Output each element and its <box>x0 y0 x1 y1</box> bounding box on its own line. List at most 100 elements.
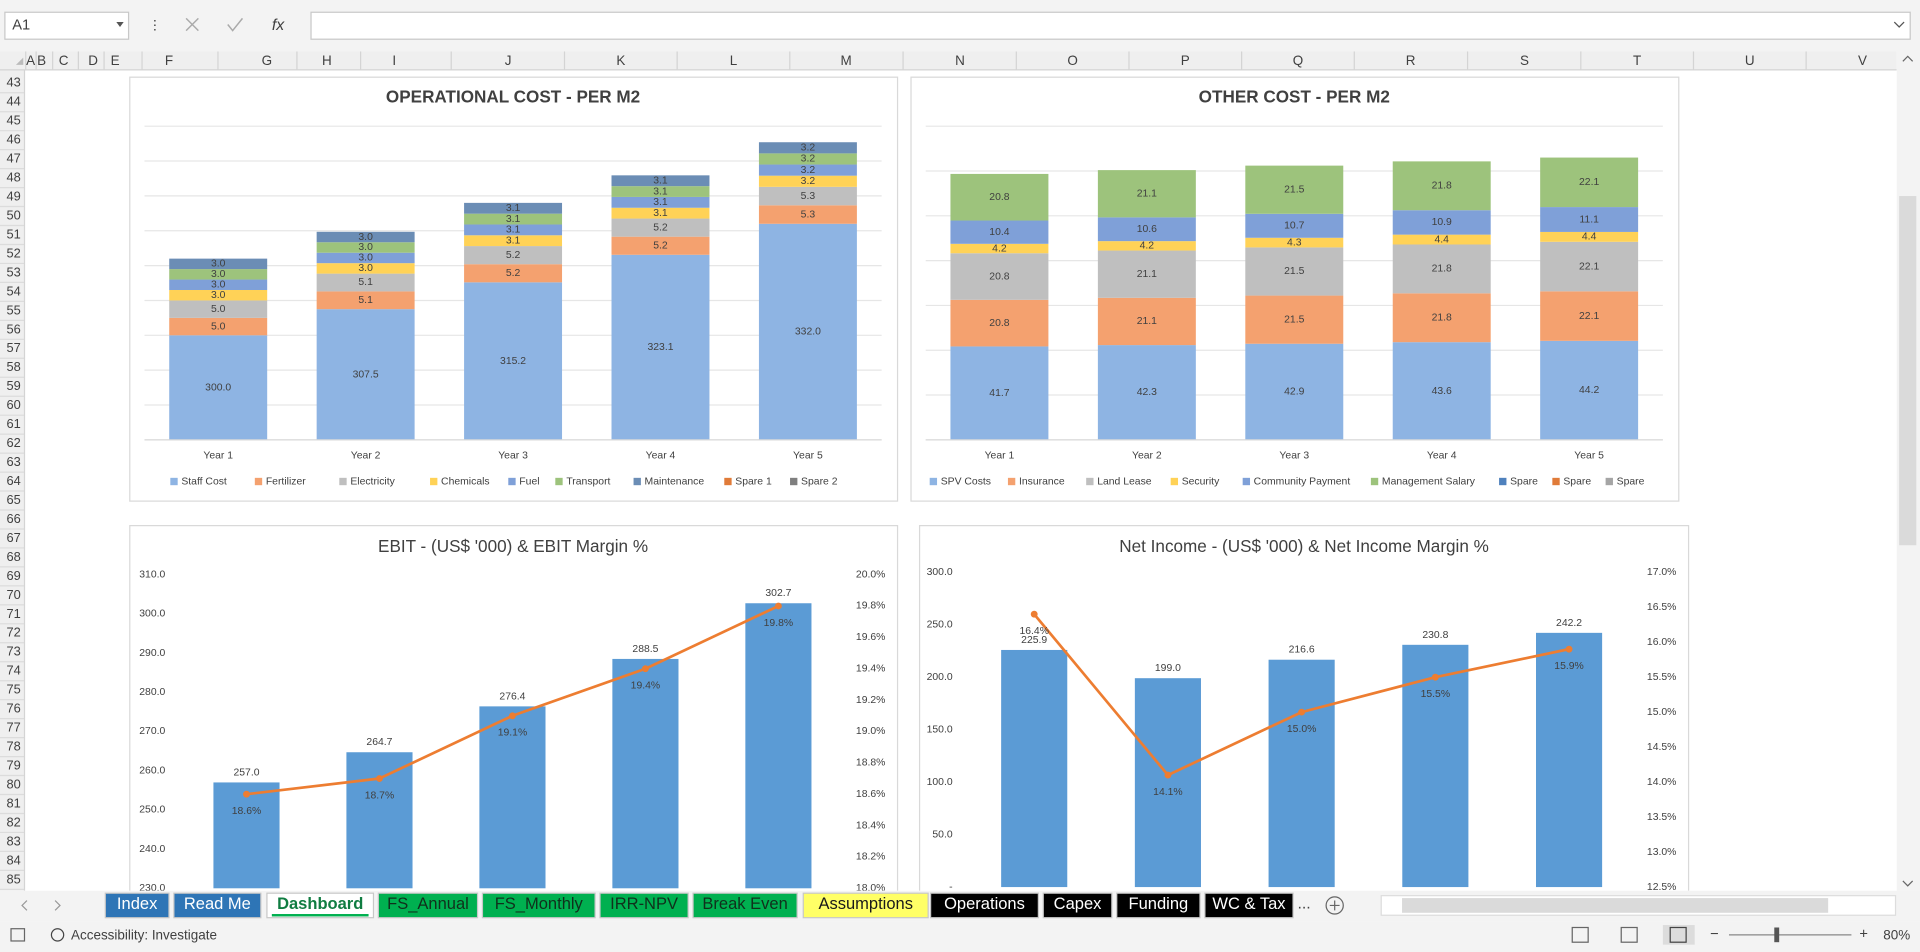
row-header[interactable]: 73 <box>7 644 21 659</box>
row-header[interactable]: 77 <box>7 720 21 735</box>
row-header[interactable]: 52 <box>7 245 21 260</box>
row-header[interactable]: 70 <box>7 587 21 602</box>
fx-button[interactable]: fx <box>272 17 285 34</box>
sheet-tab-label[interactable]: Dashboard <box>277 894 363 913</box>
column-header[interactable]: I <box>392 53 396 68</box>
sheet-tab[interactable] <box>377 892 479 919</box>
column-header[interactable]: J <box>505 53 512 68</box>
sheet-tab-label[interactable]: Index <box>117 894 158 913</box>
column-header[interactable]: N <box>955 53 965 68</box>
row-header[interactable]: 71 <box>7 606 21 621</box>
row-header[interactable]: 67 <box>7 530 21 545</box>
row-header[interactable]: 61 <box>7 416 21 431</box>
column-header[interactable]: C <box>59 53 69 68</box>
column-header[interactable]: A <box>26 53 35 68</box>
normal-view[interactable] <box>1571 926 1589 943</box>
row-header[interactable]: 68 <box>7 549 21 564</box>
column-header[interactable]: V <box>1858 53 1867 68</box>
row-header[interactable]: 51 <box>7 226 21 241</box>
row-header[interactable]: 85 <box>7 871 21 886</box>
sheet-tab-label[interactable]: Operations <box>944 894 1025 913</box>
row-header[interactable]: 46 <box>7 132 21 147</box>
sheet-tab-label[interactable]: Funding <box>1129 894 1189 913</box>
row-header[interactable]: 75 <box>7 682 21 697</box>
column-header[interactable]: Q <box>1293 53 1303 68</box>
row-header[interactable]: 64 <box>7 473 21 488</box>
sheet-tab-label[interactable]: FS_Monthly <box>495 894 584 913</box>
row-header[interactable]: 80 <box>7 776 21 791</box>
sheet-tab[interactable] <box>481 892 596 919</box>
row-header[interactable]: 53 <box>7 264 21 279</box>
row-header[interactable]: 69 <box>7 568 21 583</box>
accessibility-icon[interactable] <box>50 928 65 942</box>
scroll-thumb[interactable] <box>1899 196 1917 546</box>
column-header[interactable]: R <box>1406 53 1416 68</box>
enter-icon[interactable] <box>227 17 244 32</box>
row-header[interactable]: 84 <box>7 852 21 867</box>
column-header[interactable]: B <box>37 53 46 68</box>
row-header[interactable]: 76 <box>7 701 21 716</box>
sheet-tab[interactable] <box>266 892 375 919</box>
row-header[interactable]: 48 <box>7 170 21 185</box>
sheet-tab-label[interactable]: Capex <box>1054 894 1102 913</box>
add-sheet[interactable] <box>1325 896 1344 915</box>
row-header[interactable]: 55 <box>7 302 21 317</box>
sheet-tab[interactable] <box>599 892 689 919</box>
column-header[interactable]: P <box>1181 53 1190 68</box>
column-header[interactable]: L <box>730 53 738 68</box>
zoom-thumb[interactable] <box>1774 927 1780 943</box>
row-header[interactable]: 47 <box>7 151 21 166</box>
row-header[interactable]: 58 <box>7 359 21 374</box>
column-header[interactable]: U <box>1745 53 1755 68</box>
row-header[interactable]: 82 <box>7 814 21 829</box>
row-header[interactable]: 63 <box>7 454 21 469</box>
row-header[interactable]: 65 <box>7 492 21 507</box>
sheet-tab-label[interactable]: Read Me <box>184 894 251 913</box>
sheet-tab-label[interactable]: FS_Annual <box>387 894 469 913</box>
sheet-tab[interactable] <box>802 892 929 919</box>
sheet-tab[interactable] <box>104 892 170 919</box>
row-header[interactable]: 60 <box>7 397 21 412</box>
row-header[interactable]: 66 <box>7 511 21 526</box>
sheet-tab-label[interactable]: Break Even <box>702 894 787 913</box>
column-header[interactable]: G <box>262 53 272 68</box>
zoom-in[interactable]: + <box>1859 927 1868 943</box>
column-header[interactable]: T <box>1633 53 1641 68</box>
formula-input[interactable] <box>310 11 1911 40</box>
h-scroll-thumb[interactable] <box>1402 898 1829 913</box>
column-header[interactable]: E <box>111 53 120 68</box>
row-header[interactable]: 81 <box>7 795 21 810</box>
tab-scroll[interactable] <box>21 900 61 911</box>
row-header[interactable]: 44 <box>7 94 21 109</box>
more-tabs[interactable]: ... <box>1297 895 1310 912</box>
row-header[interactable]: 43 <box>7 75 21 90</box>
sheet-tab[interactable] <box>1204 892 1294 919</box>
column-header[interactable]: O <box>1067 53 1077 68</box>
row-header[interactable]: 83 <box>7 833 21 848</box>
column-header[interactable]: D <box>88 53 98 68</box>
cancel-icon[interactable] <box>185 17 199 32</box>
row-header[interactable]: 56 <box>7 321 21 336</box>
accessibility-status[interactable]: Accessibility: Investigate <box>71 928 217 943</box>
sheet-tab[interactable] <box>930 892 1039 919</box>
row-header[interactable]: 72 <box>7 625 21 640</box>
row-header[interactable]: 57 <box>7 340 21 355</box>
page-layout-view[interactable] <box>1620 926 1638 943</box>
zoom-level[interactable]: 80% <box>1883 928 1910 943</box>
sheet-tab[interactable] <box>1042 892 1113 919</box>
column-header[interactable]: H <box>322 53 332 68</box>
row-header[interactable]: 74 <box>7 663 21 678</box>
sheet-tab[interactable] <box>173 892 262 919</box>
row-header[interactable]: 54 <box>7 283 21 298</box>
column-header[interactable]: K <box>616 53 625 68</box>
scroll-arrows[interactable] <box>1902 55 1914 887</box>
row-header[interactable]: 50 <box>7 207 21 222</box>
formula-expand[interactable] <box>1893 21 1905 28</box>
row-header[interactable]: 79 <box>7 757 21 772</box>
column-header[interactable]: S <box>1520 53 1529 68</box>
sheet-tab[interactable] <box>692 892 798 919</box>
column-header[interactable]: F <box>165 53 173 68</box>
row-header[interactable]: 45 <box>7 113 21 128</box>
row-header[interactable]: 62 <box>7 435 21 450</box>
zoom-out[interactable]: − <box>1710 927 1719 943</box>
